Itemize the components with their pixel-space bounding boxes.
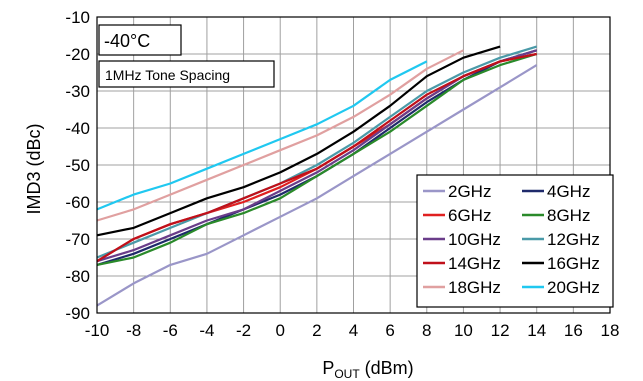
x-tick-label: 10 — [454, 321, 473, 340]
legend-entry-14ghz: 14GHz — [423, 254, 501, 273]
series-line-2ghz — [96, 64, 538, 307]
series-line-16ghz — [96, 45, 501, 237]
x-tick-label: 6 — [385, 321, 394, 340]
temperature-annotation: -40°C — [98, 24, 182, 56]
x-tick-label: 8 — [422, 321, 431, 340]
y-tick-label: -40 — [65, 119, 90, 138]
series-line-12ghz — [96, 45, 538, 259]
legend-label: 14GHz — [448, 254, 501, 273]
legend-entry-6ghz: 6GHz — [423, 206, 491, 225]
legend-label: 2GHz — [448, 182, 491, 201]
legend-entry-2ghz: 2GHz — [423, 182, 491, 201]
x-tick-label: 4 — [349, 321, 358, 340]
legend-box — [416, 174, 614, 308]
x-tick-labels: -10 -8 -6 -4 -2 0 2 4 6 8 10 12 14 16 18 — [85, 321, 620, 340]
series-line-18ghz — [96, 49, 464, 222]
legend-label: 18GHz — [448, 278, 501, 297]
series-layer — [96, 45, 538, 307]
x-tick-label: -6 — [163, 321, 178, 340]
legend-entry-16ghz: 16GHz — [522, 254, 600, 273]
legend-label: 12GHz — [547, 230, 600, 249]
x-axis-label: POUT (dBm) — [322, 358, 413, 381]
legend: 2GHz 4GHz 6GHz 8GHz 10GHz 12GHz 14GHz 16GHz 18GH… — [416, 174, 614, 308]
legend-label: 20GHz — [547, 278, 600, 297]
series-line-20ghz — [96, 60, 428, 211]
legend-entry-18ghz: 18GHz — [423, 278, 501, 297]
y-tick-label: -70 — [65, 230, 90, 249]
y-axis-label: IMD3 (dBc) — [24, 123, 44, 214]
condition-annotation-text: 1MHz Tone Spacing — [105, 67, 230, 83]
y-tick-label: -60 — [65, 193, 90, 212]
legend-label: 10GHz — [448, 230, 501, 249]
x-axis-label-sub: OUT — [334, 367, 360, 381]
y-tick-label: -10 — [65, 8, 90, 27]
series-line-14ghz — [96, 52, 537, 263]
series-line-8ghz — [96, 52, 538, 266]
y-tick-label: -80 — [65, 267, 90, 286]
y-tick-label: -20 — [65, 45, 90, 64]
y-tick-label: -30 — [65, 82, 90, 101]
x-tick-label: 16 — [564, 321, 583, 340]
temperature-annotation-text: -40°C — [104, 31, 150, 51]
x-tick-label: -4 — [199, 321, 214, 340]
x-tick-label: 2 — [312, 321, 321, 340]
x-tick-label: 14 — [527, 321, 546, 340]
x-tick-label: -10 — [85, 321, 110, 340]
x-tick-label: -8 — [126, 321, 141, 340]
legend-entry-10ghz: 10GHz — [423, 230, 501, 249]
legend-label: 6GHz — [448, 206, 491, 225]
y-tick-label: -90 — [65, 304, 90, 323]
plot-frame — [96, 16, 611, 314]
x-tick-label: 0 — [275, 321, 284, 340]
x-axis-label-unit: (dBm) — [360, 358, 414, 378]
legend-entry-8ghz: 8GHz — [522, 206, 590, 225]
x-tick-label: 12 — [491, 321, 510, 340]
legend-entry-4ghz: 4GHz — [522, 182, 590, 201]
x-tick-label: -2 — [236, 321, 251, 340]
y-tick-label: -50 — [65, 156, 90, 175]
legend-entry-20ghz: 20GHz — [522, 278, 600, 297]
x-tick-label: 18 — [601, 321, 620, 340]
legend-label: 4GHz — [547, 182, 590, 201]
legend-entry-12ghz: 12GHz — [522, 230, 600, 249]
legend-label: 16GHz — [547, 254, 600, 273]
condition-annotation: 1MHz Tone Spacing — [98, 60, 275, 88]
legend-label: 8GHz — [547, 206, 590, 225]
y-tick-labels: -10 -20 -30 -40 -50 -60 -70 -80 -90 — [65, 8, 90, 323]
x-axis-label-main: P — [322, 358, 334, 378]
